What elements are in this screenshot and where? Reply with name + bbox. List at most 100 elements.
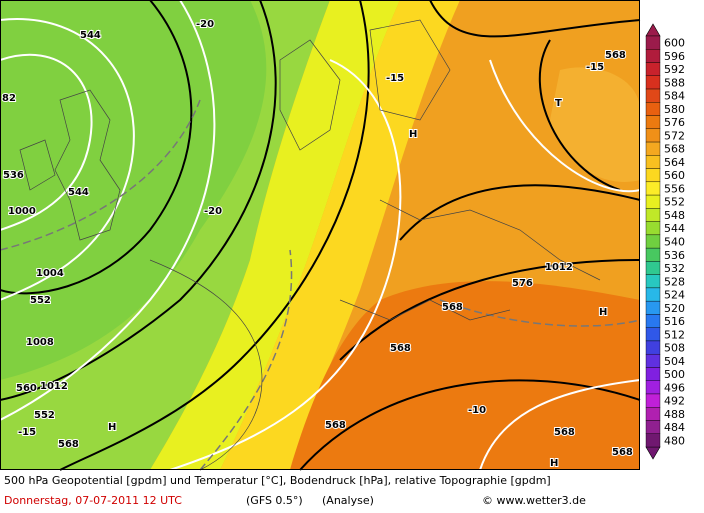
map-label: 568 [442, 302, 463, 313]
legend-label: 572 [664, 129, 685, 142]
legend-swatch [645, 353, 661, 368]
legend-swatch [645, 49, 661, 63]
map-label: 82 [2, 93, 16, 104]
legend-swatch [645, 314, 661, 328]
legend-swatch [645, 141, 661, 156]
legend-swatch [645, 128, 661, 143]
legend-swatch [645, 340, 661, 355]
legend-label: 508 [664, 342, 685, 355]
map-label: -15 [18, 427, 36, 438]
legend-swatch [645, 194, 661, 209]
legend-swatch [645, 393, 661, 408]
legend-label: 512 [664, 328, 685, 341]
map: 544 -20 -15 568 -15 T H 82 536 544 -20 1… [0, 0, 641, 471]
legend-swatch [645, 115, 661, 130]
map-label: -15 [386, 73, 404, 84]
legend-swatch [645, 62, 661, 76]
legend-label: 544 [664, 222, 685, 235]
map-label: 568 [612, 447, 633, 458]
map-label: -20 [204, 206, 222, 217]
map-label: 568 [605, 50, 626, 61]
legend-swatch [645, 181, 661, 196]
footer-date: Donnerstag, 07-07-2011 12 UTC [4, 494, 182, 507]
legend-label: 536 [664, 249, 685, 262]
footer-credit: © www.wetter3.de [482, 494, 586, 507]
legend-swatch [645, 327, 661, 342]
legend-swatch [645, 88, 661, 103]
color-legend: 6005965925885845805765725685645605565525… [645, 23, 685, 460]
legend-label: 568 [664, 143, 685, 156]
map-label: H [550, 458, 558, 469]
map-label: 576 [512, 278, 533, 289]
legend-label: 596 [664, 50, 685, 63]
map-label: 552 [30, 295, 51, 306]
legend-label: 584 [664, 90, 685, 103]
isotherms [0, 0, 641, 471]
legend-swatch [645, 35, 661, 50]
map-label: 568 [325, 420, 346, 431]
map-label: -10 [468, 405, 486, 416]
legend-label: 560 [664, 169, 685, 182]
map-label: H [599, 307, 607, 318]
legend-label: 564 [664, 156, 685, 169]
legend-label: 500 [664, 368, 685, 381]
legend-label: 540 [664, 236, 685, 249]
legend-label: 496 [664, 381, 685, 394]
legend-label: 524 [664, 289, 685, 302]
legend-label: 556 [664, 182, 685, 195]
map-label: H [108, 422, 116, 433]
map-label: 544 [80, 30, 101, 41]
legend-label: 552 [664, 196, 685, 209]
footer-run: (Analyse) [322, 494, 374, 507]
footer: 500 hPa Geopotential [gpdm] und Temperat… [4, 474, 586, 507]
map-label: -20 [196, 19, 214, 30]
legend-label: 484 [664, 421, 685, 434]
legend-swatch [645, 102, 661, 116]
legend-label: 528 [664, 275, 685, 288]
legend-swatch [645, 155, 661, 169]
legend-label: 492 [664, 395, 685, 408]
legend-swatch [645, 221, 661, 236]
legend-swatch [645, 300, 661, 315]
legend-label: 580 [664, 103, 685, 116]
legend-label: 532 [664, 262, 685, 275]
map-label: -15 [586, 62, 604, 73]
legend-swatch [645, 407, 661, 421]
isohypses [0, 0, 641, 471]
legend-swatch [645, 287, 661, 302]
legend-swatch [645, 261, 661, 275]
legend-swatch [645, 75, 661, 90]
map-label: 1000 [8, 206, 36, 217]
coastlines [19, 19, 601, 471]
legend-swatch [645, 208, 661, 222]
map-label: 1012 [40, 381, 68, 392]
map-label: 1004 [36, 268, 64, 279]
map-frame [0, 0, 640, 470]
legend-swatch [645, 274, 661, 289]
map-label: 568 [390, 343, 411, 354]
legend-label: 480 [664, 434, 685, 447]
legend-swatch [645, 433, 661, 448]
legend-swatch [645, 247, 661, 262]
legend-label: 600 [664, 37, 685, 50]
legend-label: 488 [664, 408, 685, 421]
map-label: T [555, 98, 562, 109]
map-label: 568 [554, 427, 575, 438]
legend-swatch [645, 380, 661, 395]
footer-model: (GFS 0.5°) [246, 494, 303, 507]
legend-label: 520 [664, 302, 685, 315]
cold-core [0, 0, 267, 380]
legend-swatch [645, 420, 661, 434]
legend-swatch [645, 234, 661, 249]
map-label: 1008 [26, 337, 54, 348]
low-east [550, 67, 640, 182]
legend-swatch [645, 367, 661, 381]
legend-label: 576 [664, 116, 685, 129]
legend-label: 504 [664, 355, 685, 368]
map-label: 536 [3, 170, 24, 181]
map-label: H [409, 129, 417, 140]
map-label: 544 [68, 187, 89, 198]
map-label: 568 [58, 439, 79, 450]
